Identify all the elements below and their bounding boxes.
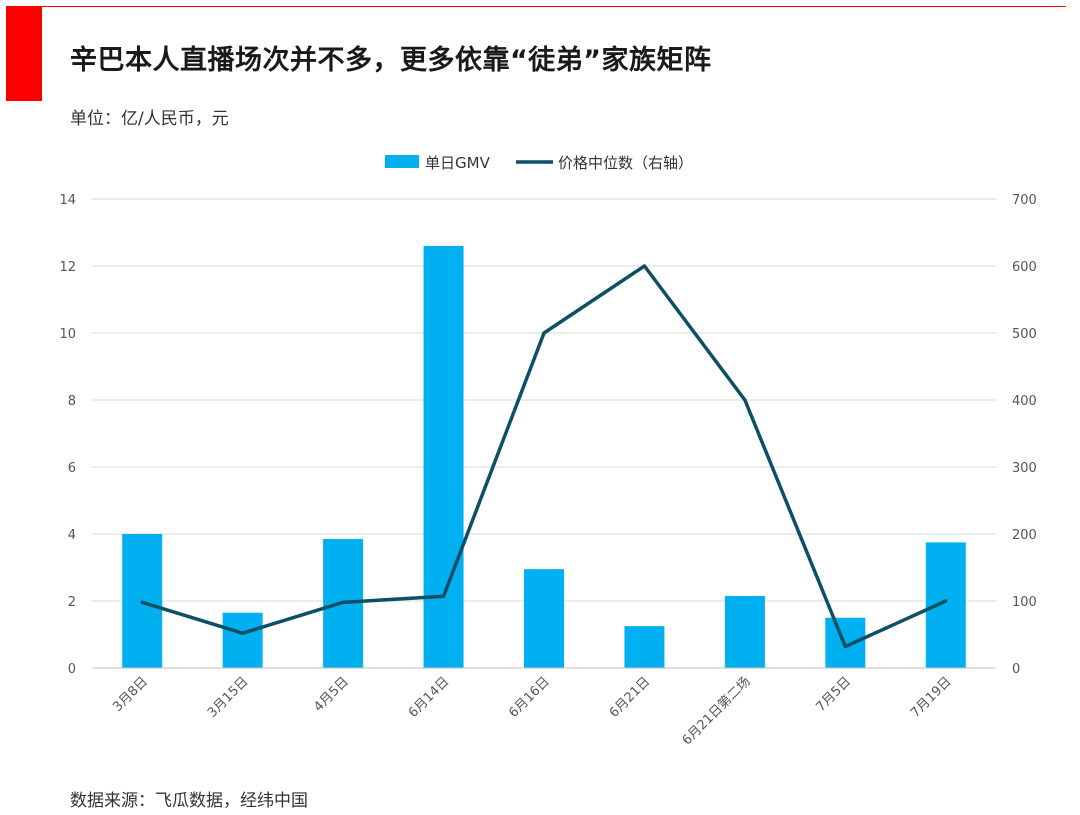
y-left-tick-label: 0 bbox=[68, 662, 76, 677]
bar-gmv bbox=[423, 245, 464, 668]
x-tick-label: 6月14日 bbox=[406, 674, 453, 721]
line-point bbox=[442, 594, 446, 598]
y-left-tick-label: 2 bbox=[68, 595, 76, 610]
y-right-tick-label: 500 bbox=[1012, 327, 1037, 342]
legend-swatch-bar bbox=[385, 155, 419, 168]
legend-label-bar: 单日GMV bbox=[425, 154, 491, 172]
legend-label-line: 价格中位数（右轴） bbox=[558, 154, 693, 172]
accent-block bbox=[6, 6, 42, 101]
y-right-tick-label: 300 bbox=[1012, 461, 1037, 476]
line-point bbox=[241, 631, 245, 635]
y-left-tick-label: 14 bbox=[59, 193, 76, 208]
x-tick-label: 6月21日 bbox=[607, 674, 654, 721]
line-point bbox=[642, 264, 646, 268]
x-tick-label: 6月16日 bbox=[506, 674, 553, 721]
y-left-tick-label: 12 bbox=[59, 260, 76, 275]
x-tick-label: 3月15日 bbox=[205, 674, 252, 721]
y-right-tick-label: 0 bbox=[1012, 662, 1020, 677]
x-tick-label: 4月5日 bbox=[311, 674, 352, 715]
line-layer bbox=[140, 264, 948, 649]
y-right-tick-label: 700 bbox=[1012, 193, 1037, 208]
bar-gmv bbox=[724, 595, 765, 668]
line-point bbox=[140, 600, 144, 604]
line-point bbox=[944, 599, 948, 603]
legend: 单日GMV 价格中位数（右轴） bbox=[385, 154, 693, 172]
bar-gmv bbox=[624, 626, 665, 668]
bar-gmv bbox=[222, 612, 263, 668]
line-point bbox=[341, 600, 345, 604]
bar-gmv bbox=[524, 569, 564, 668]
x-tick-label: 3月8日 bbox=[110, 674, 151, 715]
page-title: 辛巴本人直播场次并不多，更多依靠“徒弟”家族矩阵 bbox=[70, 45, 712, 76]
y-right-tick-label: 200 bbox=[1012, 528, 1037, 543]
bar-gmv bbox=[925, 542, 966, 668]
y-left-tick-label: 10 bbox=[59, 327, 76, 342]
line-point bbox=[542, 331, 546, 335]
y-right-tick-label: 400 bbox=[1012, 394, 1037, 409]
y-right-tick-label: 600 bbox=[1012, 260, 1037, 275]
line-point bbox=[843, 645, 847, 649]
x-tick-label: 7月19日 bbox=[908, 674, 955, 721]
bar-layer bbox=[122, 245, 966, 668]
source-note: 数据来源：飞瓜数据，经纬中国 bbox=[70, 791, 308, 811]
y-left-tick-label: 6 bbox=[68, 461, 76, 476]
line-point bbox=[743, 398, 747, 402]
y-left-tick-label: 8 bbox=[68, 394, 76, 409]
x-tick-label: 6月21日第二场 bbox=[680, 674, 754, 748]
y-right-tick-label: 100 bbox=[1012, 595, 1037, 610]
top-rule bbox=[42, 6, 1066, 7]
x-tick-label: 7月5日 bbox=[813, 674, 854, 715]
y-left-tick-label: 4 bbox=[68, 528, 76, 543]
unit-label: 单位：亿/人民币，元 bbox=[70, 109, 229, 129]
